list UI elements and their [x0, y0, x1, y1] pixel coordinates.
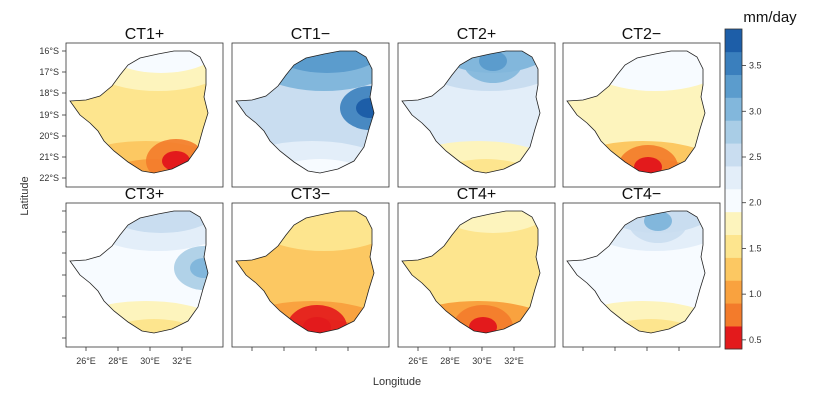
panel-title: CT2− [622, 26, 662, 43]
colorbar-swatch [725, 120, 742, 144]
precip-peak [479, 51, 507, 71]
country-outline [566, 50, 706, 174]
panel-frame [397, 202, 556, 348]
x-tick-label: 28°E [440, 356, 460, 366]
colorbar-frame [724, 28, 743, 350]
panel-title: CT3− [291, 186, 331, 203]
colorbar-tick-label: 0.5 [749, 335, 762, 345]
colorbar-swatch [725, 143, 742, 167]
map-panel: CT3+ [65, 186, 224, 348]
country-outline [69, 50, 209, 174]
axes: 16°S 17°S 18°S 19°S 20°S 21°S 22°S 26°E 28°E 30°E… [19, 46, 680, 388]
precip-band [236, 141, 374, 173]
y-tick-label: 20°S [39, 131, 59, 141]
map-panel: CT3− [231, 186, 390, 348]
colorbar-swatch [725, 326, 742, 350]
y-tick-label: 19°S [39, 110, 59, 120]
panel-title: CT2+ [457, 26, 497, 43]
panel-frame [231, 202, 390, 348]
colorbar-swatch [725, 29, 742, 53]
colorbar-swatch [725, 51, 742, 76]
precip-peak [356, 98, 374, 118]
precip-band [70, 301, 208, 333]
colorbar-swatch [725, 303, 742, 327]
x-tick-label: 32°E [172, 356, 192, 366]
precip-band [236, 51, 374, 91]
colorbar-swatch [725, 166, 742, 190]
x-tick-label: 32°E [504, 356, 524, 366]
precip-peak [190, 258, 208, 278]
panel-title: CT3+ [125, 186, 165, 203]
colorbar-swatch [725, 97, 742, 121]
y-axis-label: Latitude [19, 176, 31, 215]
panel-title: CT4− [622, 186, 662, 203]
precip-band [596, 319, 705, 333]
precip-band [567, 301, 705, 333]
map-panel: CT4+ [397, 186, 556, 348]
panel-frame [562, 202, 721, 348]
colorbar-swatch [725, 211, 742, 236]
panel-title: CT1− [291, 26, 331, 43]
x-tick-label: 28°E [108, 356, 128, 366]
colorbar-tick-label: 2.5 [749, 152, 762, 162]
x-tick-label: 26°E [76, 356, 96, 366]
x-axis-label: Longitude [373, 376, 421, 388]
colorbar-tick-label: 1.0 [749, 289, 762, 299]
country-outline [566, 210, 706, 334]
precip-peak [644, 211, 672, 231]
colorbar-tick-label: 1.5 [749, 243, 762, 253]
country-outline [401, 50, 541, 174]
colorbar-swatch [725, 257, 742, 281]
y-tick-label: 17°S [39, 67, 59, 77]
panel-frame [397, 42, 556, 188]
colorbar-tick-label: 3.0 [749, 106, 762, 116]
colorbar-swatch [725, 189, 742, 213]
country-outline [69, 210, 209, 334]
colorbar-swatch [725, 74, 742, 98]
colorbar-swatch [725, 280, 742, 304]
map-panel: CT4− [562, 186, 721, 348]
colorbar-swatch [725, 234, 742, 258]
y-tick-label: 22°S [39, 173, 59, 183]
map-panels: CT1+ CT1− CT2+ CT2− CT3+ CT3− CT4+ CT4− [65, 26, 721, 348]
precip-band [70, 51, 208, 91]
y-tick-label: 16°S [39, 46, 59, 56]
precip-band [567, 51, 705, 91]
y-tick-label: 21°S [39, 152, 59, 162]
y-tick-label: 18°S [39, 88, 59, 98]
x-tick-label: 26°E [408, 356, 428, 366]
colorbar: 0.5 1.0 1.5 2.0 2.5 3.0 3.5 mm/day [724, 9, 797, 350]
precip-band [70, 141, 208, 173]
colorbar-unit: mm/day [743, 9, 797, 26]
country-outline [235, 50, 375, 174]
precip-band [402, 141, 540, 173]
panel-title: CT4+ [457, 186, 497, 203]
colorbar-tick-label: 2.0 [749, 198, 762, 208]
x-tick-label: 30°E [140, 356, 160, 366]
colorbar-tick-label: 3.5 [749, 61, 762, 71]
precip-peak [469, 317, 497, 333]
country-outline [235, 210, 375, 334]
panel-title: CT1+ [125, 26, 165, 43]
x-tick-label: 30°E [472, 356, 492, 366]
panel-frame [231, 42, 390, 188]
precip-peak [303, 317, 331, 333]
panel-frame [562, 42, 721, 188]
country-outline [401, 210, 541, 334]
precip-peak [634, 157, 662, 173]
precip-peak [162, 151, 190, 171]
